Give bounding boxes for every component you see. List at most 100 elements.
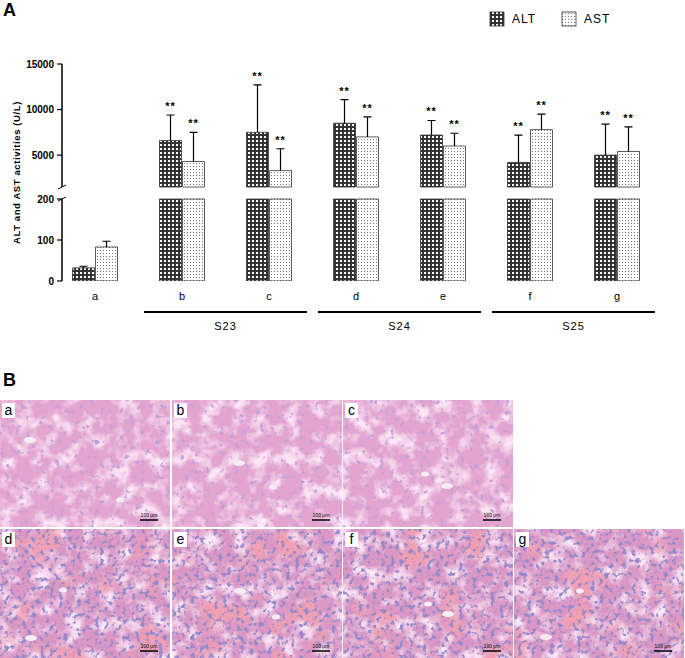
- y-tick-label: 100: [37, 235, 54, 246]
- group-line: [492, 311, 655, 313]
- scale-bar-label: 100 μm: [484, 643, 501, 649]
- significance: **: [623, 112, 634, 124]
- histology-image: c100 μm: [343, 400, 513, 527]
- vessel: [442, 611, 454, 617]
- histology-image: b 100 μm: [172, 400, 342, 527]
- tissue-nuclei: [172, 529, 342, 658]
- y-tick: [57, 280, 62, 281]
- significance: **: [426, 105, 437, 117]
- x-tick-label: d: [353, 290, 359, 302]
- vessel: [25, 635, 37, 641]
- histology-image: e100 μm: [172, 529, 342, 658]
- error-bar: [167, 115, 175, 141]
- error-bar: [602, 124, 610, 155]
- error-bar: [364, 117, 372, 137]
- error-bar: [341, 100, 349, 124]
- bar: [444, 146, 466, 281]
- vessel: [59, 588, 67, 593]
- x-tick-label: e: [440, 290, 446, 302]
- vessel: [234, 588, 246, 594]
- label-box: [516, 532, 529, 547]
- bar: [531, 130, 553, 281]
- x-tick-label: g: [614, 290, 620, 302]
- vessel: [540, 634, 552, 640]
- significance: **: [600, 109, 611, 121]
- scale-bar-label: 100 μm: [313, 512, 330, 518]
- scale-bar: [140, 650, 158, 652]
- legend-label: AST: [584, 12, 610, 26]
- tissue-nuclei: [0, 400, 170, 527]
- error-bar: [80, 266, 88, 268]
- y-tick: [57, 155, 62, 156]
- y-tick: [57, 198, 62, 199]
- y-tick: [57, 63, 62, 64]
- scale-bar: [654, 650, 672, 652]
- vessel: [576, 589, 584, 594]
- significance: **: [275, 134, 286, 146]
- tissue-texture: [0, 400, 170, 527]
- label-box: [174, 403, 187, 418]
- x-tick-label: b: [179, 290, 185, 302]
- tissue-hemorrhage: [172, 529, 342, 658]
- histology-image: f 100 μm: [343, 529, 513, 658]
- bar: [270, 171, 292, 281]
- tissue-texture: [514, 529, 684, 658]
- histology-image: g100 μm: [514, 529, 684, 658]
- panel-label: B: [3, 370, 16, 390]
- histology-image: a100 μm: [0, 400, 170, 527]
- error-bar: [625, 127, 633, 152]
- tissue-bg: [514, 529, 684, 658]
- tissue-hemorrhage: [0, 529, 170, 658]
- error-bar: [451, 133, 459, 146]
- bar: [247, 132, 269, 281]
- bar: [96, 247, 118, 281]
- tissue-texture: [0, 529, 170, 658]
- image-label: c: [348, 402, 355, 418]
- scale-bar: [312, 650, 330, 652]
- error-bar: [428, 120, 436, 135]
- tissue-bg: [172, 400, 342, 527]
- x-tick-label: c: [266, 290, 272, 302]
- error-bar: [277, 149, 285, 171]
- tissue-hemorrhage: [514, 529, 684, 658]
- vessel: [424, 602, 432, 607]
- image-label: b: [177, 402, 185, 418]
- scale-bar: [483, 650, 501, 652]
- bar: [508, 162, 530, 281]
- significance: **: [536, 99, 547, 111]
- bar: [595, 155, 617, 281]
- bar: [618, 151, 640, 281]
- image-label: f: [350, 531, 354, 547]
- y-tick-label: 10000: [26, 104, 54, 115]
- tissue-nuclei: [172, 400, 342, 527]
- legend-swatch: [490, 12, 504, 26]
- tissue-nuclei: [0, 529, 170, 658]
- histology-image: d100 μm: [0, 529, 170, 658]
- vessel: [441, 483, 453, 489]
- tissue-nuclei: [343, 400, 513, 527]
- figure: A010020050001000015000ALT and AST activi…: [0, 0, 685, 658]
- bar: [73, 268, 95, 281]
- y-tick-label: 0: [48, 276, 54, 287]
- label-box: [2, 403, 15, 418]
- x-tick-label: a: [92, 290, 99, 302]
- image-label: g: [519, 531, 527, 547]
- y-tick-label: 200: [37, 194, 54, 205]
- legend-label: ALT: [512, 12, 536, 26]
- y-tick-label: 15000: [26, 59, 54, 70]
- error-bar: [515, 135, 523, 162]
- panel-label: A: [3, 0, 16, 20]
- significance: **: [188, 117, 199, 129]
- group-line: [144, 311, 307, 313]
- scale-bar-label: 100 μm: [141, 512, 158, 518]
- tissue-texture: [172, 529, 342, 658]
- tissue-bg: [0, 400, 170, 527]
- vessel: [269, 485, 277, 490]
- label-box: [2, 532, 15, 547]
- vessel: [272, 615, 280, 620]
- bar: [160, 141, 182, 281]
- tissue-bg: [0, 529, 170, 658]
- label-box: [345, 532, 358, 547]
- tissue-nuclei: [514, 529, 684, 658]
- vessel: [233, 460, 245, 466]
